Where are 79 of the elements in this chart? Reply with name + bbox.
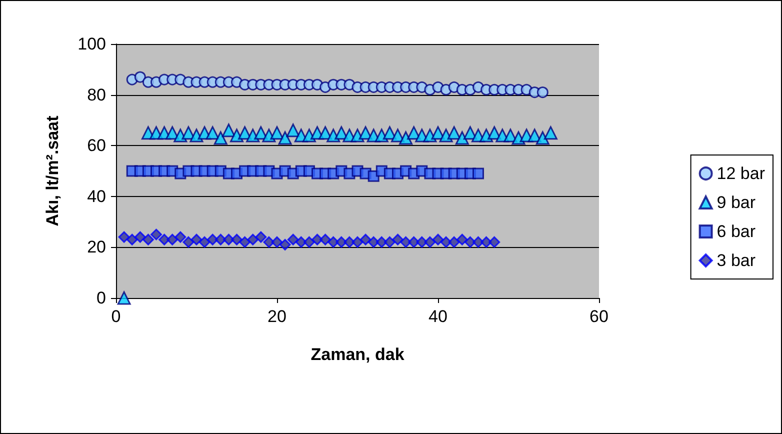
point — [286, 124, 300, 138]
point — [432, 234, 444, 246]
point — [158, 234, 170, 246]
point — [447, 126, 461, 140]
point — [344, 236, 356, 248]
point — [455, 131, 469, 145]
point — [392, 234, 404, 246]
point — [472, 236, 484, 248]
point — [320, 234, 332, 246]
legend-label: 12 bar — [716, 164, 766, 183]
legend-label: 3 bar — [716, 251, 756, 270]
point — [328, 236, 340, 248]
point — [399, 131, 413, 145]
point — [488, 236, 500, 248]
point — [166, 234, 178, 246]
y-tick-label: 80 — [87, 85, 106, 104]
point — [231, 234, 242, 246]
point — [480, 236, 492, 248]
point — [544, 126, 558, 140]
point — [376, 236, 388, 248]
point — [150, 228, 162, 240]
point — [142, 234, 154, 246]
y-tick-label: 0 — [96, 288, 106, 308]
point — [295, 236, 307, 248]
point — [408, 236, 420, 248]
point — [222, 234, 234, 246]
point — [270, 126, 284, 140]
point — [336, 236, 348, 248]
point — [448, 236, 460, 248]
point — [456, 234, 468, 246]
y-tick-label: 20 — [87, 238, 106, 257]
point — [174, 231, 186, 243]
point — [117, 291, 131, 305]
point — [182, 236, 194, 248]
point — [279, 238, 291, 250]
point — [198, 236, 210, 248]
point — [134, 231, 146, 243]
point — [352, 236, 364, 248]
x-tick-label: 20 — [268, 307, 286, 326]
point — [368, 236, 380, 248]
point — [255, 231, 267, 243]
point — [440, 236, 452, 248]
legend-label: 6 bar — [716, 222, 756, 241]
x-tick-label: 0 — [111, 307, 121, 326]
point — [214, 131, 228, 145]
point — [384, 236, 396, 248]
point — [431, 126, 445, 140]
point — [126, 234, 138, 246]
point — [464, 236, 476, 248]
point — [247, 234, 259, 246]
point — [271, 236, 283, 248]
point — [303, 236, 315, 248]
point — [134, 71, 146, 83]
point — [206, 234, 218, 246]
point — [263, 236, 275, 248]
point — [214, 234, 226, 246]
point — [239, 236, 251, 248]
y-axis-title: Akı, lt/m².saat — [43, 115, 62, 226]
y-tick-label: 100 — [78, 34, 106, 54]
point — [190, 234, 202, 246]
point — [312, 234, 323, 246]
point — [222, 124, 236, 138]
x-tick-label: 40 — [428, 307, 448, 326]
point — [424, 236, 436, 248]
point — [472, 168, 484, 180]
x-tick-label: 60 — [590, 307, 608, 326]
point — [287, 234, 299, 246]
point — [118, 231, 130, 243]
y-tick-label: 40 — [87, 186, 106, 206]
point — [416, 236, 428, 248]
y-tick-label: 60 — [87, 136, 106, 156]
point — [536, 131, 550, 145]
legend-label: 9 bar — [716, 193, 756, 212]
point — [536, 86, 548, 98]
point — [400, 236, 412, 248]
x-axis-title: Zaman, dak — [310, 345, 405, 364]
point — [278, 131, 292, 145]
point — [206, 126, 220, 140]
point — [360, 234, 372, 246]
